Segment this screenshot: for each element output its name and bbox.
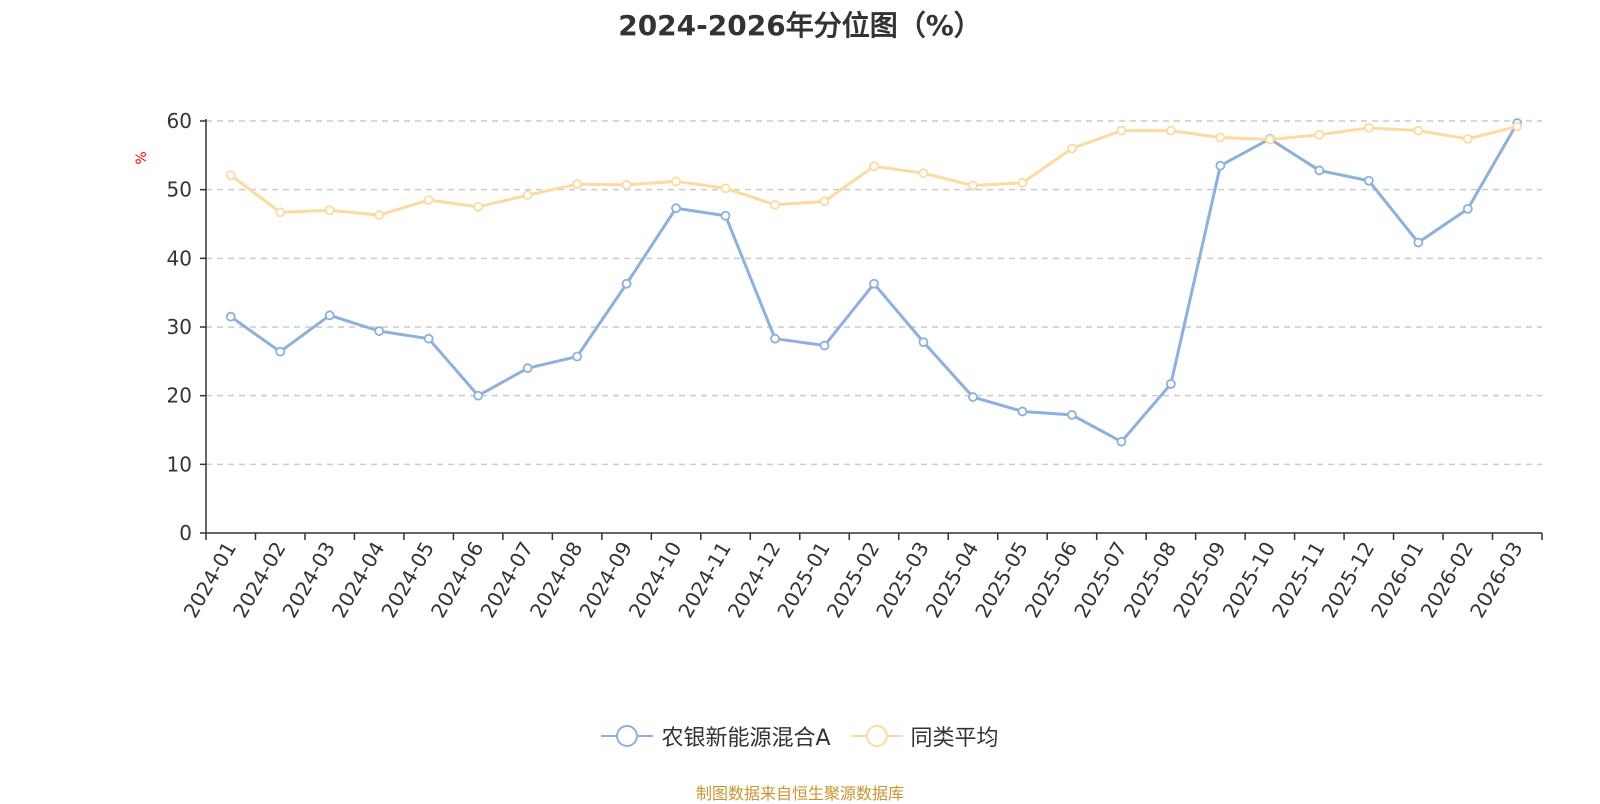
y-tick-label: 60 [167,109,192,133]
data-point-series-1[interactable] [1165,379,1176,389]
data-point-series-2[interactable] [869,161,879,172]
data-point-series-1[interactable] [275,346,286,357]
data-point-series-1[interactable] [324,310,335,321]
data-point-series-1[interactable] [819,340,830,351]
data-point-series-1[interactable] [1067,409,1077,420]
data-point-series-2[interactable] [225,170,236,181]
legend: 农银新能源混合A 同类平均 [0,720,1600,752]
data-point-series-2[interactable] [572,179,583,190]
data-point-series-2[interactable] [720,183,731,194]
y-axis-unit: % [134,151,150,164]
data-point-series-2[interactable] [423,195,434,205]
legend-label-series-1: 农银新能源混合A [661,726,831,751]
data-point-series-2[interactable] [1215,132,1226,143]
data-point-series-1[interactable] [1363,175,1374,186]
y-tick-label: 30 [167,315,192,339]
data-point-series-1[interactable] [770,333,780,344]
grid-lines [206,120,1542,466]
legend-marker-series-2 [850,725,903,747]
y-tick-label: 40 [167,246,192,270]
data-point-series-1[interactable] [522,363,533,374]
data-point-series-2[interactable] [1462,133,1473,144]
y-axis-ticks: 0 10 20 30 40 50 60 [167,109,206,545]
data-point-series-2[interactable] [1017,177,1028,188]
data-point-series-1[interactable] [968,392,978,402]
data-point-series-1[interactable] [374,326,385,337]
data-point-series-1[interactable] [671,203,681,214]
legend-marker-series-1 [601,725,654,747]
data-point-series-1[interactable] [1413,237,1424,248]
data-point-series-2[interactable] [1067,143,1077,154]
data-source-note: 制图数据来自恒生聚源数据库 [695,784,904,803]
x-axis-ticks: 2024-012024-022024-032024-042024-052024-… [178,533,1543,622]
data-point-series-1[interactable] [869,278,879,289]
axes [205,119,1542,534]
y-tick-label: 10 [167,452,192,476]
data-point-series-2[interactable] [324,205,335,216]
data-point-series-2[interactable] [374,210,385,220]
legend-item-series-1[interactable]: 农银新能源混合A [601,720,831,752]
y-tick-label: 0 [179,521,192,545]
data-point-series-2[interactable] [819,196,830,207]
data-point-series-1[interactable] [918,337,929,348]
data-point-series-1[interactable] [423,333,434,344]
data-point-series-1[interactable] [621,278,632,289]
series-group [225,118,1523,447]
data-point-series-1[interactable] [572,351,583,362]
data-point-series-2[interactable] [1512,121,1523,132]
data-point-series-1[interactable] [473,390,484,401]
data-point-series-2[interactable] [770,199,780,210]
chart-title: 2024-2026年分位图（%） [618,9,982,42]
y-tick-label: 20 [167,384,192,408]
data-point-series-2[interactable] [1264,134,1275,145]
data-point-series-2[interactable] [621,179,632,190]
data-point-series-2[interactable] [1314,129,1325,140]
data-point-series-2[interactable] [1413,125,1424,136]
data-point-series-2[interactable] [968,180,978,191]
legend-item-series-2[interactable]: 同类平均 [850,720,999,752]
data-point-series-1[interactable] [1215,160,1226,171]
legend-label-series-2: 同类平均 [910,726,999,751]
data-point-series-2[interactable] [1165,125,1176,136]
data-point-series-1[interactable] [720,210,731,221]
data-point-series-1[interactable] [1462,203,1473,214]
data-point-series-2[interactable] [1363,122,1374,133]
data-point-series-2[interactable] [275,207,286,218]
data-point-series-1[interactable] [1017,406,1028,417]
data-point-series-2[interactable] [1116,125,1127,136]
data-point-series-2[interactable] [473,201,484,212]
data-point-series-1[interactable] [1116,436,1127,447]
data-point-series-1[interactable] [1314,165,1325,176]
data-point-series-1[interactable] [225,311,236,322]
data-point-series-2[interactable] [522,190,533,201]
data-point-series-2[interactable] [918,168,929,179]
y-tick-label: 50 [167,178,192,202]
data-point-series-2[interactable] [671,176,681,187]
line-chart: 0 10 20 30 40 50 60 2024-012024-022024-032024-… [134,109,1543,622]
